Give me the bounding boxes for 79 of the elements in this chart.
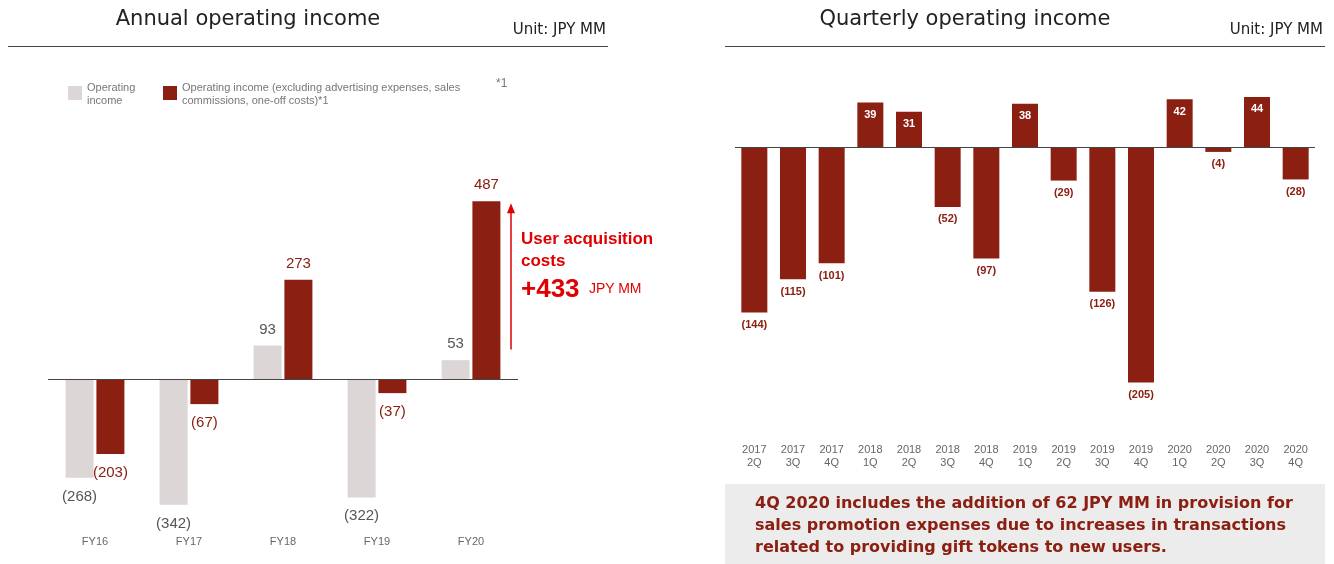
x-tick-label: 2017 2Q: [742, 442, 767, 468]
x-tick-label: 2019 1Q: [1012, 442, 1038, 468]
data-label: (67): [191, 413, 218, 431]
data-label: (203): [92, 462, 128, 480]
bar: [441, 360, 470, 380]
x-tick-label: 2019 3Q: [1090, 442, 1115, 468]
data-label: 53: [447, 334, 464, 352]
data-label: (126): [1089, 297, 1116, 310]
bar: [65, 379, 94, 478]
x-tick-label: 2020 4Q: [1283, 442, 1308, 468]
data-label: (97): [976, 264, 997, 277]
bar: [347, 379, 376, 498]
bar: [934, 147, 961, 207]
x-tick-label: 2018 3Q: [935, 442, 960, 468]
bar: [973, 147, 1000, 259]
data-label: (322): [344, 506, 380, 524]
x-tick-label: 2018 1Q: [858, 442, 883, 468]
x-tick-label: FY20: [457, 534, 485, 547]
bar: [190, 379, 219, 405]
data-label: (268): [62, 486, 98, 504]
data-label: 273: [285, 253, 311, 271]
data-label: 42: [1173, 104, 1186, 117]
bar: [253, 345, 282, 380]
bar: [857, 102, 884, 148]
x-tick-label: FY16: [81, 534, 109, 547]
data-label: (52): [937, 212, 958, 225]
bar: [96, 379, 125, 454]
bar: [1128, 147, 1154, 383]
bar: [741, 147, 768, 313]
text: *1: [496, 76, 508, 90]
bar: [472, 201, 501, 380]
x-tick-label: 2018 2Q: [896, 442, 922, 468]
data-label: (342): [156, 513, 192, 531]
legend-label: Operating income: [87, 80, 139, 106]
x-tick-label: 2018 4Q: [974, 442, 999, 468]
data-label: 487: [473, 175, 499, 193]
bar: [159, 379, 188, 505]
data-label: (37): [379, 402, 406, 420]
text: Unit: JPY MM: [512, 20, 606, 38]
text: 4Q 2020 includes the addition of 62 JPY MM in provision for sales promotion expenses due to increases in transactions related to providing gift tokens to new users.: [725, 484, 1325, 564]
bar: [1050, 147, 1077, 181]
bar: [780, 147, 806, 280]
x-tick-label: 2019 2Q: [1051, 442, 1076, 468]
x-tick-label: 2020 3Q: [1244, 442, 1270, 468]
bar: [896, 111, 922, 148]
chart-title: Quarterly operating income: [818, 6, 1112, 30]
chart-title: Annual operating income: [114, 6, 382, 30]
x-tick-label: FY17: [175, 534, 203, 547]
bar: [284, 279, 313, 380]
data-label: (205): [1128, 387, 1155, 400]
data-label: (28): [1285, 184, 1306, 197]
x-tick-label: 2020 2Q: [1206, 442, 1231, 468]
data-label: 39: [864, 108, 877, 121]
data-label: 38: [1018, 109, 1032, 122]
data-label: 93: [259, 319, 276, 337]
legend-label: Operating income (excluding advertising expenses, sales commissions, one-off costs)*1: [182, 80, 464, 106]
x-tick-label: 2020 1Q: [1167, 442, 1192, 468]
data-label: (101): [818, 268, 845, 281]
bar: [1166, 99, 1193, 148]
data-label: 31: [902, 117, 916, 130]
x-tick-label: FY18: [269, 534, 297, 547]
data-label: (115): [780, 284, 806, 297]
x-tick-label: 2017 4Q: [819, 442, 844, 468]
bar: [1089, 147, 1116, 292]
bar: [1012, 103, 1038, 148]
x-tick-label: FY19: [363, 534, 391, 547]
bar: [1282, 147, 1309, 180]
text: User acquisition costs: [521, 228, 658, 270]
bar: [378, 379, 407, 394]
x-tick-label: 2017 3Q: [780, 442, 806, 468]
chart-subtitle: Unit: JPY MM: [1229, 20, 1323, 38]
data-label: (144): [741, 317, 768, 330]
data-label: (4): [1211, 157, 1226, 170]
data-label: (29): [1053, 186, 1074, 199]
text: +433 JPY MM: [521, 273, 642, 304]
bar: [1244, 96, 1270, 148]
data-label: 44: [1250, 102, 1264, 115]
x-tick-label: 2019 4Q: [1128, 442, 1154, 468]
bar: [818, 147, 845, 264]
